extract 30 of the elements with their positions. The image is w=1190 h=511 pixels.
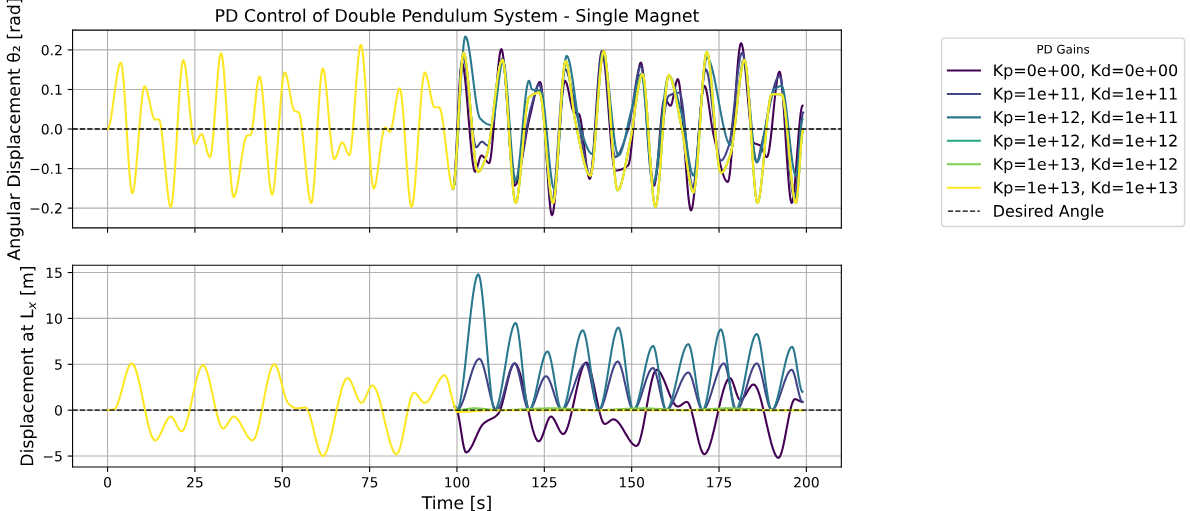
y-tick-label: 0 xyxy=(54,405,62,416)
y-axis-title: Displacement at L$_{x}$ [m] xyxy=(20,267,37,466)
y-tick-label: −0.2 xyxy=(30,203,62,214)
y-tick-label: 0.1 xyxy=(41,84,62,95)
legend-label: Kp=0e+00, Kd=0e+00 xyxy=(994,63,1178,80)
y-tick-label: 10 xyxy=(46,313,62,324)
x-tick-label: 125 xyxy=(532,477,557,488)
x-axis-title: Time [s] xyxy=(421,495,491,511)
x-tick-label: 25 xyxy=(187,477,203,488)
x-tick-label: 75 xyxy=(361,477,378,488)
y-tick-label: 0.0 xyxy=(41,124,62,135)
y-tick-label: −0.1 xyxy=(30,163,62,175)
chart-title: PD Control of Double Pendulum System - Single Magnet xyxy=(216,8,699,26)
legend-label: Desired Angle xyxy=(994,204,1104,221)
x-tick-label: 50 xyxy=(274,477,291,488)
y-tick-label: 15 xyxy=(46,267,62,279)
legend-label: Kp=1e+12, Kd=1e+11 xyxy=(994,110,1177,127)
legend-title: PD Gains xyxy=(1037,44,1090,54)
legend-label: Kp=1e+12, Kd=1e+12 xyxy=(994,134,1177,150)
legend-label: Kp=1e+13, Kd=1e+13 xyxy=(994,181,1177,197)
y-tick-label: 0.2 xyxy=(41,44,62,56)
legend-label: Kp=1e+11, Kd=1e+11 xyxy=(994,87,1177,103)
x-tick-label: 0 xyxy=(104,477,112,488)
y-tick-label: −5 xyxy=(43,451,62,462)
x-tick-label: 200 xyxy=(794,477,819,488)
legend-label: Kp=1e+13, Kd=1e+12 xyxy=(994,157,1177,174)
y-tick-label: 5 xyxy=(55,359,62,370)
x-tick-label: 100 xyxy=(445,477,470,488)
x-tick-label: 175 xyxy=(707,477,732,488)
x-tick-label: 150 xyxy=(619,477,645,488)
